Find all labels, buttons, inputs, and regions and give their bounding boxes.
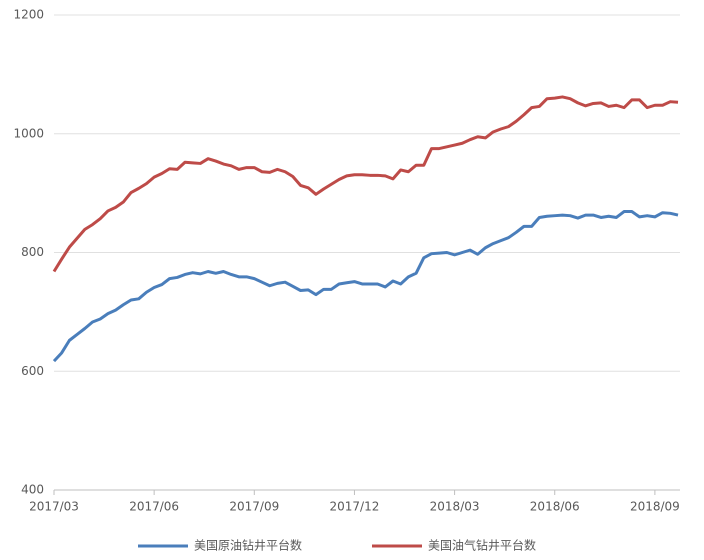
x-tick-label: 2017/06	[129, 500, 179, 514]
x-tick-label: 2017/12	[330, 500, 380, 514]
y-tick-label: 1000	[13, 126, 44, 140]
x-tick-label: 2018/06	[530, 500, 580, 514]
legend-label: 美国原油钻井平台数	[194, 538, 302, 553]
x-tick-label: 2017/03	[29, 500, 79, 514]
y-tick-label: 600	[21, 364, 44, 378]
y-tick-label: 400	[21, 483, 44, 497]
y-tick-label: 1200	[13, 8, 44, 22]
series-line	[52, 210, 679, 363]
x-tick-label: 2018/09	[630, 500, 680, 514]
legend-label: 美国油气钻井平台数	[428, 538, 536, 553]
x-tick-label: 2017/09	[229, 500, 279, 514]
y-tick-label: 800	[21, 245, 44, 259]
series-line	[52, 95, 679, 273]
x-tick-label: 2018/03	[430, 500, 480, 514]
